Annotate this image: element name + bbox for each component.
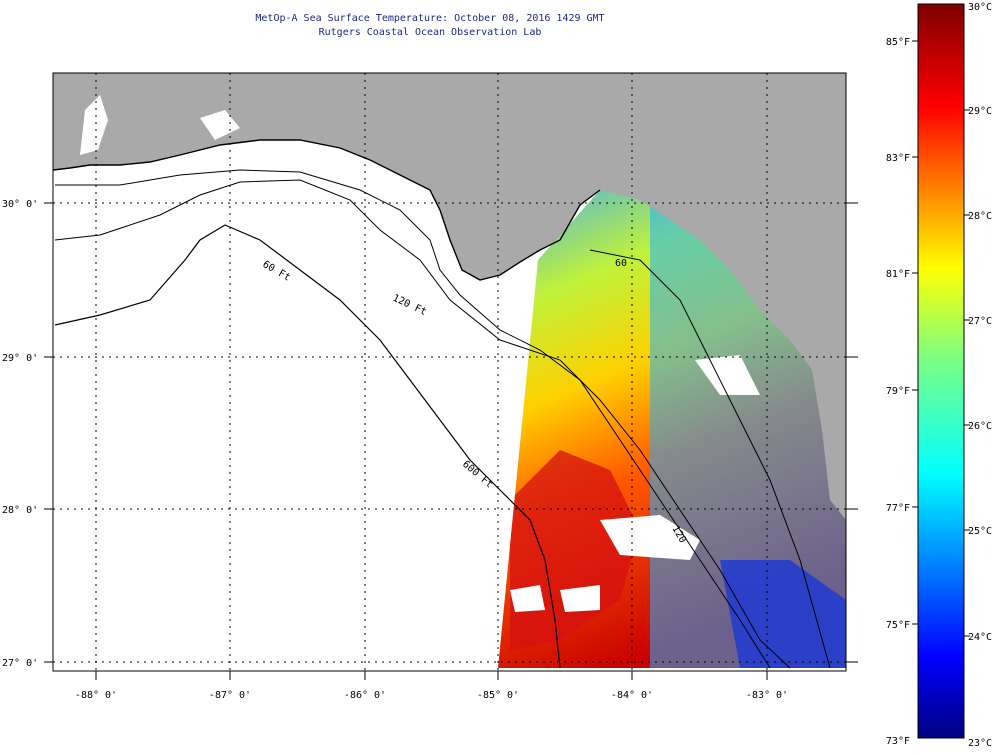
colorbar-c-label: 23°C <box>968 738 992 749</box>
frame-ticks <box>44 202 858 680</box>
map-title: MetOp-A Sea Surface Temperature: October… <box>255 13 605 24</box>
colorbar-f-label: 85°F <box>886 37 910 48</box>
lon-label: -84° 0' <box>611 690 653 701</box>
land-big-bend <box>600 73 846 520</box>
contour-label-4: 60 <box>615 258 627 269</box>
coastline <box>53 139 601 281</box>
colorbar-f-label: 75°F <box>886 620 910 631</box>
contour-60ft-east <box>589 249 831 669</box>
colorbar-c-label: 24°C <box>968 632 992 643</box>
contour-120ft <box>54 179 791 669</box>
lon-label: -85° 0' <box>477 690 519 701</box>
cloud-gaps <box>510 355 760 612</box>
lat-label: 27° 0' <box>2 658 38 669</box>
colorbar-ticks <box>912 40 970 637</box>
graticule <box>53 73 846 671</box>
lon-label: -88° 0' <box>75 690 117 701</box>
colorbar-c-label: 25°C <box>968 526 992 537</box>
colorbar-f-label: 81°F <box>886 269 910 280</box>
lon-label: -87° 0' <box>209 690 251 701</box>
contour-600ft <box>54 224 561 669</box>
colorbar-c-label: 26°C <box>968 421 992 432</box>
colorbar-f-label: 73°F <box>886 736 910 747</box>
lon-label: -83° 0' <box>746 690 788 701</box>
colorbar <box>917 3 965 739</box>
colorbar-f-label: 79°F <box>886 386 910 397</box>
contour-60ft <box>55 169 771 669</box>
colorbar-f-label: 77°F <box>886 503 910 514</box>
map-frame <box>52 72 847 672</box>
sst-cool-shelf <box>720 560 846 668</box>
lat-label: 28° 0' <box>2 505 38 516</box>
lon-label: -86° 0' <box>344 690 386 701</box>
lat-label: 30° 0' <box>2 199 38 210</box>
colorbar-f-label: 83°F <box>886 153 910 164</box>
colorbar-c-label: 28°C <box>968 211 992 222</box>
lat-label: 29° 0' <box>2 353 38 364</box>
colorbar-c-label: 27°C <box>968 316 992 327</box>
colorbar-c-label: 30°C <box>968 2 992 13</box>
colorbar-c-label: 29°C <box>968 106 992 117</box>
map-subtitle: Rutgers Coastal Ocean Observation Lab <box>318 27 542 38</box>
